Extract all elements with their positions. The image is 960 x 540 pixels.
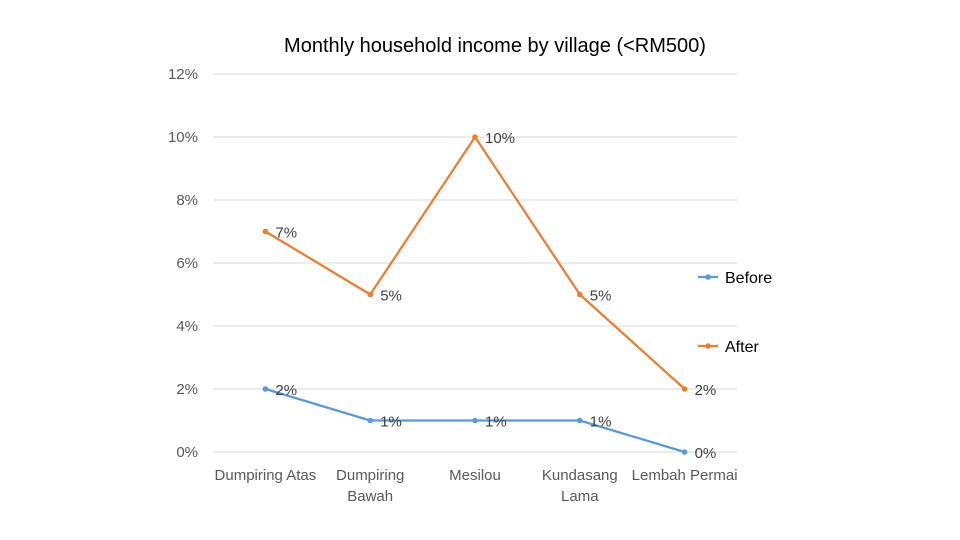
data-point <box>472 134 478 140</box>
data-point <box>262 228 269 235</box>
y-tick-label: 6% <box>176 255 198 272</box>
x-tick-label: Lembah Permai <box>632 467 738 484</box>
data-label: 1% <box>380 414 402 431</box>
series-before: 2% 1% 1% 1% 0% <box>262 382 717 462</box>
data-point <box>577 417 583 424</box>
legend-marker <box>705 343 711 349</box>
data-label: 10% <box>485 130 515 147</box>
x-tick-label: Kundasang <box>542 467 618 484</box>
data-point <box>262 386 269 392</box>
data-point <box>367 291 374 298</box>
data-point <box>681 386 688 392</box>
data-point <box>472 417 478 424</box>
y-tick-label: 0% <box>176 444 198 461</box>
data-point <box>681 449 688 455</box>
data-label: 2% <box>695 382 717 399</box>
data-label: 1% <box>590 414 612 431</box>
x-tick-label: Lama <box>561 488 599 505</box>
series-layer: 2% 1% 1% 1% 0% 7% 5% 10% 5% 2% <box>262 130 717 462</box>
x-axis-ticks: Dumpiring Atas Dumpiring Bawah Mesilou Kunda… <box>215 467 738 505</box>
y-axis-ticks: 0% 2% 4% 6% 8% 10% 12% <box>168 66 198 461</box>
y-tick-label: 8% <box>176 192 198 209</box>
data-label: 0% <box>695 445 717 462</box>
legend-item-after: After <box>698 339 759 356</box>
y-tick-label: 10% <box>168 129 198 146</box>
x-tick-label: Mesilou <box>449 467 501 484</box>
y-tick-label: 2% <box>176 381 198 398</box>
legend: Before After <box>698 270 772 356</box>
chart-title: Monthly household income by village (<RM… <box>284 35 706 57</box>
legend-label: After <box>725 339 759 356</box>
data-label: 7% <box>275 225 297 242</box>
data-label: 5% <box>380 288 402 305</box>
data-point <box>367 417 374 424</box>
legend-item-before: Before <box>698 270 772 287</box>
legend-marker <box>705 274 711 280</box>
y-tick-label: 12% <box>168 66 198 83</box>
y-tick-label: 4% <box>176 318 198 335</box>
data-point <box>577 291 583 298</box>
x-tick-label: Dumpiring Atas <box>215 467 317 484</box>
data-label: 2% <box>275 382 297 399</box>
data-label: 5% <box>590 288 612 305</box>
legend-label: Before <box>725 270 772 287</box>
data-label: 1% <box>485 414 507 431</box>
series-after: 7% 5% 10% 5% 2% <box>262 130 717 399</box>
x-tick-label: Bawah <box>347 488 393 505</box>
x-tick-label: Dumpiring <box>336 467 404 484</box>
